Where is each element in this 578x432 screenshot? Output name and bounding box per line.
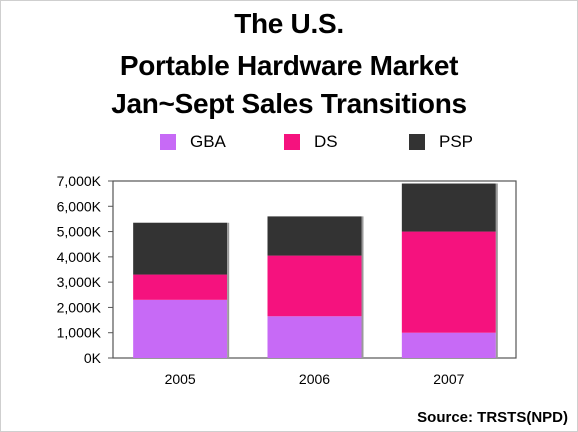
chart-title-line-2: Portable Hardware Market: [119, 50, 459, 81]
y-tick-label: 3,000K: [57, 274, 102, 290]
y-tick-label: 6,000K: [57, 198, 102, 214]
bar-psp-2006: [267, 216, 362, 256]
y-tick-label: 2,000K: [57, 299, 102, 315]
legend-label-psp: PSP: [439, 132, 474, 151]
bar-ds-2006: [267, 255, 362, 317]
x-tick-label: 2005: [165, 371, 196, 387]
legend-item-ds: DS: [284, 131, 338, 153]
bar-ds-2007: [401, 231, 496, 333]
legend-item-gba: GBA: [160, 131, 226, 153]
legend-swatch-psp: [409, 134, 425, 150]
y-tick-label: 1,000K: [57, 325, 102, 341]
source-note: Source: TRSTS(NPD): [417, 409, 568, 426]
legend-label-ds: DS: [314, 132, 338, 151]
legend-swatch-gba: [160, 134, 176, 150]
bar-gba-2007: [401, 332, 496, 358]
legend-item-psp: PSP: [409, 131, 473, 153]
chart-title-line-1: The U.S.: [234, 8, 344, 39]
y-tick-label: 5,000K: [57, 224, 102, 240]
bar-ds-2005: [133, 274, 228, 300]
bar-psp-2005: [133, 222, 228, 275]
bar-gba-2005: [133, 299, 228, 358]
y-tick-label: 7,000K: [57, 173, 102, 189]
y-tick-label: 0K: [84, 350, 102, 366]
bar-psp-2007: [401, 183, 496, 232]
chart-title-line-3: Jan~Sept Sales Transitions: [111, 88, 467, 119]
bar-gba-2006: [267, 316, 362, 358]
y-tick-label: 4,000K: [57, 249, 102, 265]
legend-swatch-ds: [284, 134, 300, 150]
x-tick-label: 2006: [299, 371, 330, 387]
legend-label-gba: GBA: [190, 132, 226, 151]
x-tick-label: 2007: [433, 371, 464, 387]
